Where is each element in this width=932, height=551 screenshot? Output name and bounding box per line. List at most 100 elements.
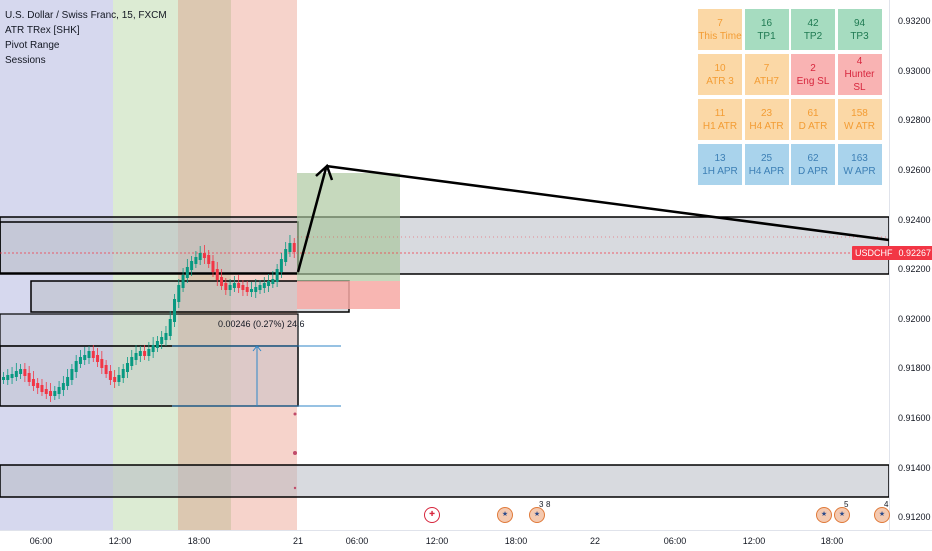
stats-cell-value: 62 <box>807 152 819 164</box>
price-tick: 0.92200 <box>898 264 931 274</box>
event-count: 8 <box>546 500 551 509</box>
measure-arrow-head <box>252 345 262 352</box>
symbol-title[interactable]: U.S. Dollar / Swiss Franc, 15, FXCM <box>5 10 167 21</box>
candle-body <box>10 374 14 378</box>
stats-cell-label: TP2 <box>803 30 823 42</box>
stats-cell-value: 7 <box>763 62 770 74</box>
candle-body <box>49 391 53 396</box>
candle-body <box>2 377 5 380</box>
candle-body <box>125 363 129 372</box>
stats-cell-value: 42 <box>807 17 819 29</box>
indicator-sessions[interactable]: Sessions <box>5 55 46 66</box>
candle-body <box>220 277 224 286</box>
us-flag-icon[interactable]: ★ <box>816 507 832 523</box>
candle-body <box>96 355 100 362</box>
us-flag-icon[interactable]: ★ <box>834 507 850 523</box>
candle-body <box>143 351 147 356</box>
candle-body <box>40 385 44 392</box>
price-tick: 0.91600 <box>898 413 931 423</box>
time-tick: 12:00 <box>425 536 449 546</box>
candle-body <box>284 249 288 262</box>
candle-body <box>271 279 275 284</box>
current-price-tag: USDCHF 0.92267 <box>852 246 932 260</box>
candle-body <box>87 351 91 358</box>
trend-arrow-up[interactable] <box>296 167 328 273</box>
stats-cell-label: TP1 <box>757 30 776 42</box>
stats-cell: 16 TP1 <box>744 9 789 50</box>
stats-cell: 7 ATH7 <box>744 54 789 95</box>
candle-body <box>198 253 202 260</box>
indicator-pivot-range[interactable]: Pivot Range <box>5 40 60 51</box>
stats-cell: 163 W APR <box>837 144 882 185</box>
candle-body <box>147 349 151 356</box>
candle-body <box>36 383 40 388</box>
stats-cell-label: H4 ATR <box>749 120 784 132</box>
swiss-flag-icon[interactable]: ✚ <box>424 507 440 523</box>
event-dot <box>293 486 297 490</box>
stats-cell-label: H4 APR <box>748 165 785 177</box>
candle-body <box>185 267 189 278</box>
candle-body <box>237 283 241 288</box>
stats-cell-label: This Time <box>698 30 742 42</box>
chart-legend: U.S. Dollar / Swiss Franc, 15, FXCM ATR … <box>5 8 167 68</box>
candle-body <box>151 345 155 352</box>
time-tick: 06:00 <box>29 536 53 546</box>
position-stop-zone[interactable] <box>297 281 400 309</box>
candle-body <box>155 341 159 348</box>
price-tick: 0.91800 <box>898 363 931 373</box>
trend-line-down[interactable] <box>325 164 890 242</box>
candle-body <box>224 283 228 290</box>
stats-cell-value: 7 <box>717 17 723 29</box>
position-target-zone[interactable] <box>297 173 400 281</box>
candle-body <box>202 253 206 258</box>
candle-body <box>232 283 236 288</box>
time-tick: 21 <box>292 536 304 546</box>
candle-body <box>190 261 194 270</box>
candle-body <box>181 275 185 288</box>
candle-body <box>292 243 296 252</box>
candle-body <box>117 375 121 382</box>
us-flag-icon[interactable]: ★ <box>874 507 890 523</box>
price-tick: 0.92600 <box>898 165 931 175</box>
candle-body <box>194 257 198 264</box>
candle-body <box>14 371 18 377</box>
candle-body <box>108 371 112 380</box>
event-count: 4 <box>884 500 889 509</box>
price-tick: 0.91200 <box>898 512 931 522</box>
price-tag-value: 0.92267 <box>898 248 932 258</box>
candle-body <box>245 287 249 292</box>
time-tick: 06:00 <box>345 536 369 546</box>
candle-body <box>70 369 74 380</box>
stats-cell-label: Eng SL <box>796 75 830 87</box>
time-axis[interactable]: 06:00 12:00 18:00 21 06:00 12:00 18:00 2… <box>0 530 932 551</box>
us-flag-icon[interactable]: ★ <box>529 507 545 523</box>
candle-body <box>104 365 108 374</box>
stats-cell: 25 H4 APR <box>744 144 789 185</box>
candle-body <box>279 259 283 272</box>
stats-cell-value: 11 <box>714 107 726 119</box>
stats-cell: 10 ATR 3 <box>698 54 742 95</box>
indicator-atr-trex[interactable]: ATR TRex [SHK] <box>5 25 80 36</box>
zone-box-mid <box>30 280 350 313</box>
candle-body <box>53 391 57 396</box>
us-flag-icon[interactable]: ★ <box>497 507 513 523</box>
candle-body <box>134 353 138 360</box>
candle-body <box>31 379 35 386</box>
stats-cell-label: D APR <box>797 165 828 177</box>
price-axis[interactable]: 0.93200 0.93000 0.92800 0.92600 0.92400 … <box>889 0 932 530</box>
price-tick: 0.92800 <box>898 115 931 125</box>
stats-cell-value: 2 <box>810 62 816 74</box>
stats-cell-value: 23 <box>760 107 773 119</box>
stats-cell: 4 Hunter SL <box>837 54 882 95</box>
candle-body <box>177 285 181 302</box>
candle-body <box>275 269 279 282</box>
stats-cell: 94 TP3 <box>837 9 882 50</box>
candle-body <box>6 375 10 380</box>
stats-cell-value: 25 <box>760 152 773 164</box>
price-tick: 0.92000 <box>898 314 931 324</box>
time-tick: 06:00 <box>663 536 687 546</box>
stats-cell-value: 94 <box>853 17 866 29</box>
stats-cell-value: 163 <box>851 152 868 164</box>
stats-cell-label: TP3 <box>850 30 869 42</box>
